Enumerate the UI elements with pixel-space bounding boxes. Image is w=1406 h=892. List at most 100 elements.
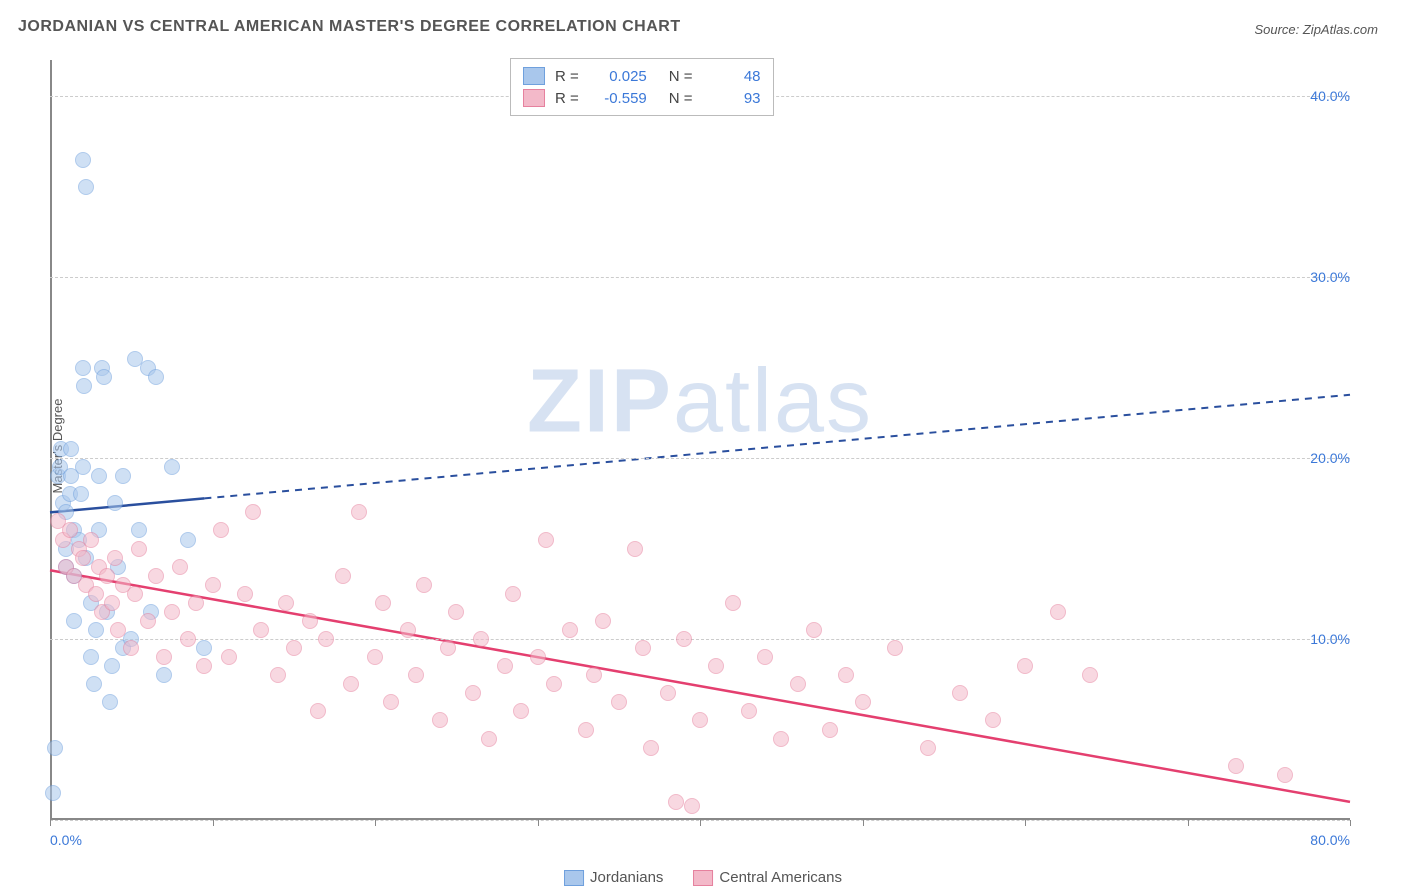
data-point: [757, 649, 773, 665]
data-point: [76, 378, 92, 394]
data-point: [75, 360, 91, 376]
legend-row: R =0.025N =48: [523, 65, 761, 87]
x-tick-mark: [50, 820, 51, 826]
data-point: [627, 541, 643, 557]
legend-swatch: [564, 870, 584, 886]
data-point: [140, 613, 156, 629]
data-point: [400, 622, 416, 638]
data-point: [920, 740, 936, 756]
data-point: [725, 595, 741, 611]
data-point: [102, 694, 118, 710]
data-point: [45, 785, 61, 801]
data-point: [310, 703, 326, 719]
data-point: [465, 685, 481, 701]
data-point: [104, 595, 120, 611]
data-point: [684, 798, 700, 814]
chart-title: JORDANIAN VS CENTRAL AMERICAN MASTER'S D…: [18, 18, 681, 36]
x-tick-mark: [538, 820, 539, 826]
series-name: Central Americans: [719, 869, 842, 886]
data-point: [375, 595, 391, 611]
y-axis-line: [50, 60, 52, 820]
data-point: [270, 667, 286, 683]
y-tick-label: 20.0%: [1310, 450, 1350, 466]
gridline: [50, 458, 1350, 459]
data-point: [562, 622, 578, 638]
legend-swatch: [693, 870, 713, 886]
data-point: [47, 740, 63, 756]
data-point: [448, 604, 464, 620]
source-label: Source:: [1254, 22, 1302, 37]
data-point: [1228, 758, 1244, 774]
data-point: [237, 586, 253, 602]
data-point: [205, 577, 221, 593]
data-point: [741, 703, 757, 719]
data-point: [773, 731, 789, 747]
data-point: [66, 613, 82, 629]
data-point: [221, 649, 237, 665]
data-point: [156, 649, 172, 665]
data-point: [1277, 767, 1293, 783]
data-point: [131, 541, 147, 557]
legend-swatch: [523, 67, 545, 85]
legend-n-value: 93: [703, 90, 761, 107]
source-credit: Source: ZipAtlas.com: [1254, 22, 1378, 37]
data-point: [156, 667, 172, 683]
data-point: [110, 622, 126, 638]
x-tick-mark: [1350, 820, 1351, 826]
data-point: [335, 568, 351, 584]
data-point: [1082, 667, 1098, 683]
x-tick-mark: [375, 820, 376, 826]
series-legend-item: Central Americans: [693, 869, 842, 886]
data-point: [115, 468, 131, 484]
data-point: [148, 568, 164, 584]
legend-r-value: 0.025: [589, 68, 647, 85]
data-point: [538, 532, 554, 548]
trend-line-dashed: [204, 395, 1350, 499]
data-point: [351, 504, 367, 520]
x-tick-mark: [863, 820, 864, 826]
data-point: [855, 694, 871, 710]
x-tick-label: 80.0%: [1310, 832, 1350, 848]
data-point: [302, 613, 318, 629]
data-point: [887, 640, 903, 656]
legend-n-value: 48: [703, 68, 761, 85]
series-legend: JordaniansCentral Americans: [564, 869, 842, 886]
trend-line-solid: [50, 570, 1350, 802]
data-point: [692, 712, 708, 728]
data-point: [131, 522, 147, 538]
data-point: [86, 676, 102, 692]
data-point: [790, 676, 806, 692]
data-point: [473, 631, 489, 647]
data-point: [643, 740, 659, 756]
data-point: [172, 559, 188, 575]
data-point: [822, 722, 838, 738]
data-point: [432, 712, 448, 728]
data-point: [99, 568, 115, 584]
legend-r-label: R =: [555, 90, 579, 107]
data-point: [408, 667, 424, 683]
data-point: [367, 649, 383, 665]
data-point: [286, 640, 302, 656]
data-point: [73, 486, 89, 502]
watermark-text: ZIPatlas: [527, 351, 873, 454]
data-point: [343, 676, 359, 692]
data-point: [196, 640, 212, 656]
legend-row: R =-0.559N =93: [523, 87, 761, 109]
data-point: [83, 649, 99, 665]
data-point: [660, 685, 676, 701]
legend-swatch: [523, 89, 545, 107]
y-tick-label: 10.0%: [1310, 631, 1350, 647]
chart-plot-area: ZIPatlas 10.0%20.0%30.0%40.0%0.0%80.0%: [50, 60, 1350, 820]
data-point: [440, 640, 456, 656]
data-point: [75, 152, 91, 168]
x-tick-mark: [213, 820, 214, 826]
data-point: [383, 694, 399, 710]
data-point: [481, 731, 497, 747]
data-point: [62, 522, 78, 538]
data-point: [107, 550, 123, 566]
data-point: [188, 595, 204, 611]
source-link[interactable]: ZipAtlas.com: [1303, 22, 1378, 37]
x-tick-label: 0.0%: [50, 832, 82, 848]
data-point: [75, 459, 91, 475]
data-point: [127, 586, 143, 602]
